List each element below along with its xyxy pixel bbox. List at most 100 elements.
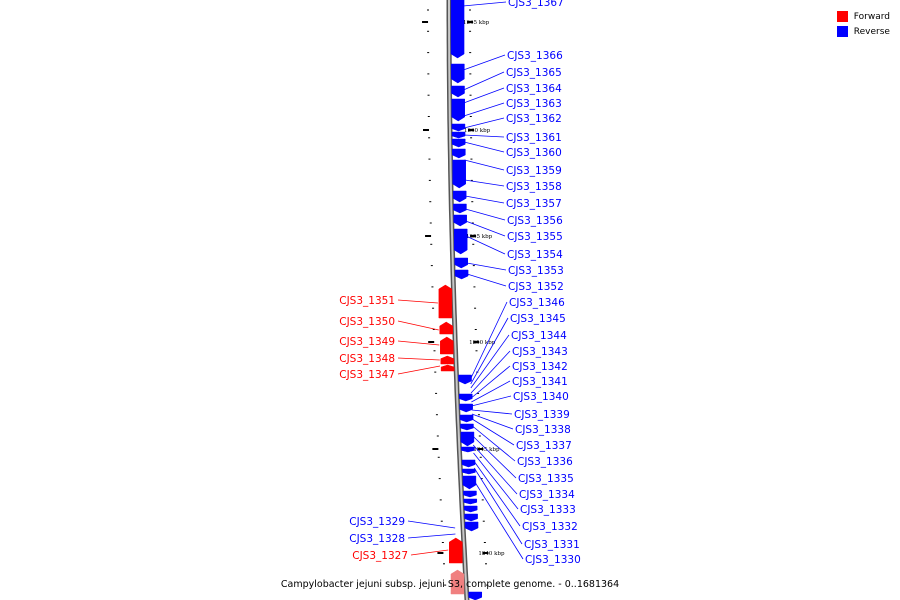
reverse-leader-line [465, 220, 506, 237]
scale-label: 1260 kbp [464, 128, 491, 134]
reverse-gene-block [460, 423, 474, 431]
reverse-gene-block [451, 98, 465, 122]
legend-label-forward: Forward [853, 11, 890, 22]
reverse-leader-line [472, 425, 516, 462]
reverse-leader-line [470, 334, 510, 389]
reverse-gene-block [463, 498, 478, 505]
reverse-leader-line [464, 134, 505, 138]
reverse-gene-block [452, 148, 466, 159]
forward-gene-block [440, 336, 454, 355]
reverse-leader-line [463, 117, 505, 129]
reverse-gene-label: CJS3_1334 [519, 489, 575, 501]
reverse-gene-label: CJS3_1333 [520, 504, 576, 516]
reverse-leader-line [470, 317, 509, 385]
reverse-gene-label: CJS3_1364 [506, 83, 562, 95]
reverse-gene-label: CJS3_1338 [515, 424, 571, 436]
genome-backbone [446, 0, 470, 600]
reverse-leader-line [473, 452, 519, 510]
reverse-gene-block [451, 63, 465, 84]
forward-gene-block [438, 284, 453, 319]
figure-caption: Campylobacter jejuni subsp. jejuni S3, c… [280, 579, 620, 590]
reverse-gene-label: CJS3_1362 [506, 113, 562, 125]
forward-gene-label: CJS3_1349 [339, 336, 395, 348]
reverse-gene-label: CJS3_1345 [510, 313, 566, 325]
forward-gene-label: CJS3_1351 [339, 295, 395, 307]
label-leader-lines [397, 1, 524, 560]
gene-blocks [438, 0, 483, 600]
scale-label: 1265 kbp [463, 20, 490, 26]
scale-label: 1250 kbp [469, 340, 496, 346]
legend-label-reverse: Reverse [853, 26, 890, 37]
forward-leader-line [397, 365, 441, 375]
backbone-highlight [448, 0, 468, 600]
forward-leader-line [410, 549, 449, 556]
reverse-leader-line [466, 273, 507, 287]
reverse-gene-block [459, 403, 473, 413]
reverse-gene-label: CJS3_1329 [349, 516, 405, 528]
reverse-gene-block [453, 203, 467, 214]
reverse-gene-block [460, 431, 475, 447]
reverse-leader-line [472, 435, 517, 479]
forward-leader-line [397, 299, 438, 304]
reverse-leader-line [471, 409, 513, 415]
forward-swatch [836, 11, 848, 22]
reverse-leader-line [462, 1, 507, 7]
reverse-leader-line [473, 460, 521, 527]
reverse-leader-line [407, 520, 456, 529]
reverse-gene-label: CJS3_1337 [516, 440, 572, 452]
reverse-gene-label: CJS3_1335 [518, 473, 574, 485]
reverse-gene-label: CJS3_1328 [349, 533, 405, 545]
reverse-gene-block [459, 414, 474, 423]
reverse-gene-block [463, 490, 477, 498]
reverse-leader-line [474, 481, 524, 560]
forward-gene-label: CJS3_1347 [339, 369, 395, 381]
forward-leader-line [397, 340, 440, 346]
reverse-leader-line [471, 380, 511, 403]
legend-item-forward: Forward [836, 9, 890, 24]
reverse-gene-label: CJS3_1367 [508, 0, 564, 9]
reverse-gene-block [461, 459, 476, 468]
reverse-gene-label: CJS3_1332 [522, 521, 578, 533]
forward-gene-label: CJS3_1350 [339, 316, 395, 328]
reverse-gene-label: CJS3_1343 [512, 346, 568, 358]
reverse-leader-line [464, 179, 505, 187]
forward-gene-label: CJS3_1348 [339, 353, 395, 365]
reverse-leader-line [463, 71, 505, 91]
legend-item-reverse: Reverse [836, 24, 890, 39]
reverse-gene-block [451, 131, 466, 139]
reverse-gene-label: CJS3_1340 [513, 391, 569, 403]
reverse-leader-line [463, 54, 506, 71]
reverse-gene-block [451, 123, 466, 132]
reverse-gene-label: CJS3_1344 [511, 330, 567, 342]
reverse-leader-line [463, 102, 505, 117]
reverse-leader-line [472, 444, 518, 495]
forward-gene-block-faded [450, 569, 465, 595]
reverse-leader-line [464, 159, 505, 171]
reverse-gene-block [468, 591, 483, 600]
legend: Forward Reverse [836, 9, 890, 39]
reverse-gene-block [463, 505, 478, 513]
reverse-gene-label: CJS3_1365 [506, 67, 562, 79]
reverse-leader-line [470, 365, 511, 399]
reverse-gene-block [453, 228, 468, 255]
reverse-gene-label: CJS3_1353 [508, 265, 564, 277]
reverse-leader-line [407, 533, 456, 539]
reverse-gene-block [454, 257, 469, 269]
reverse-gene-block [452, 159, 466, 189]
reverse-leader-line [463, 87, 505, 104]
forward-gene-block [440, 355, 455, 365]
reverse-leader-line [470, 301, 508, 380]
reverse-gene-block [454, 269, 469, 280]
reverse-gene-label: CJS3_1361 [506, 132, 562, 144]
reverse-leader-line [473, 467, 523, 545]
reverse-gene-label: CJS3_1357 [506, 198, 562, 210]
reverse-gene-label: CJS3_1358 [506, 181, 562, 193]
reverse-leader-line [465, 195, 505, 204]
reverse-gene-block [464, 513, 478, 522]
reverse-swatch [836, 26, 848, 37]
reverse-gene-label: CJS3_1331 [524, 539, 580, 551]
reverse-gene-label: CJS3_1359 [506, 165, 562, 177]
reverse-leader-line [471, 413, 514, 430]
reverse-gene-label: CJS3_1366 [507, 50, 563, 62]
